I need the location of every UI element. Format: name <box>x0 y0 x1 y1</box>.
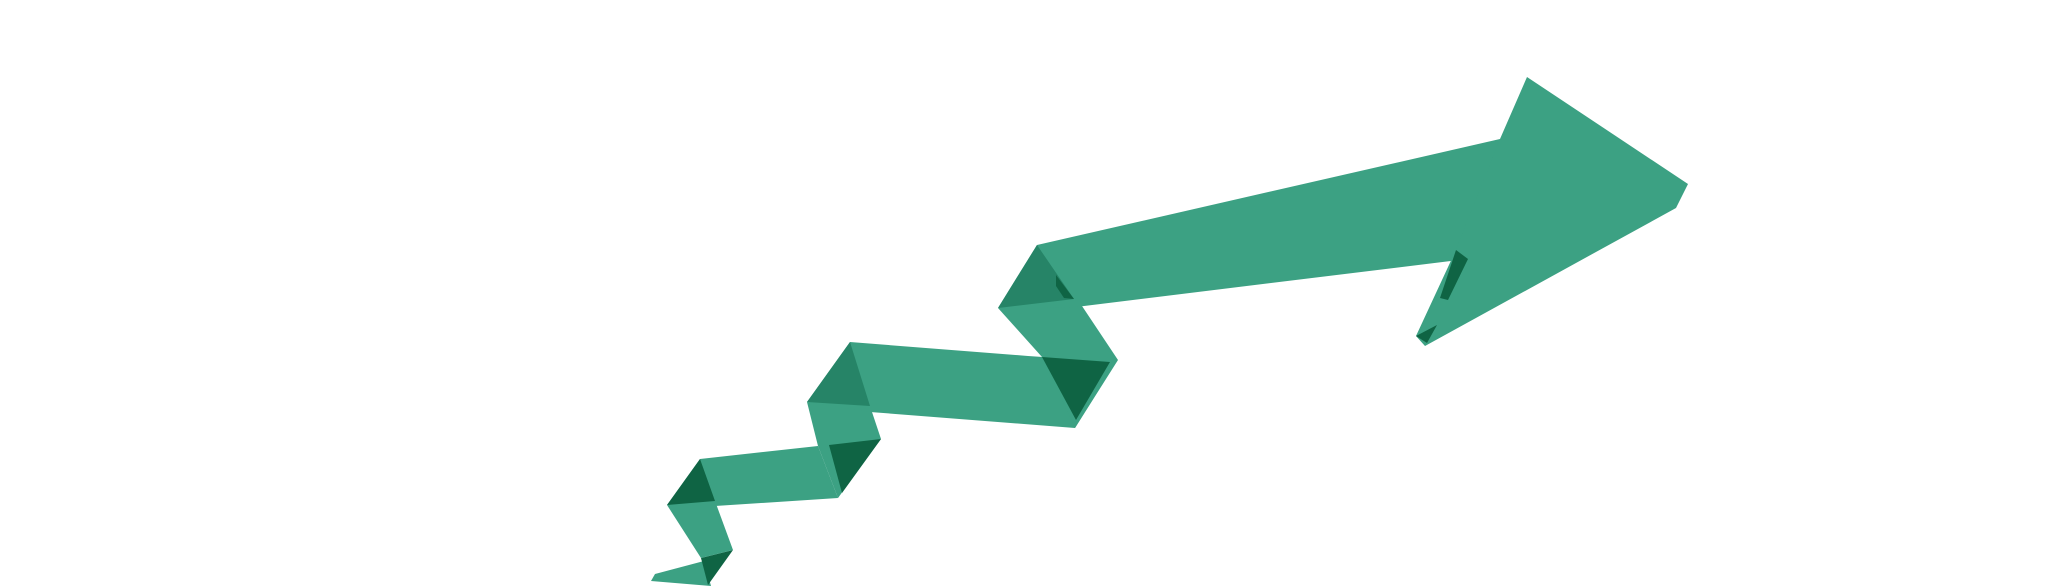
arrowhead-fold-2 <box>1416 325 1437 343</box>
ribbon-segment-4 <box>807 342 1116 428</box>
arrowhead-fold-1 <box>1440 250 1468 300</box>
arrowhead <box>1416 77 1688 346</box>
ribbon-tail-segment <box>651 561 711 586</box>
ribbon-segment-1 <box>667 501 733 558</box>
ribbon-fold-5 <box>1042 357 1110 420</box>
ribbon-fold-2 <box>667 459 715 505</box>
ribbon-segment-6 <box>998 139 1540 308</box>
ribbon-fold-tail <box>701 550 733 585</box>
ribbon-fold-3 <box>829 439 881 493</box>
ribbon-fold-6b <box>1056 275 1074 299</box>
ribbon-fold-4 <box>807 342 870 406</box>
ribbon-fold-6 <box>998 245 1074 308</box>
